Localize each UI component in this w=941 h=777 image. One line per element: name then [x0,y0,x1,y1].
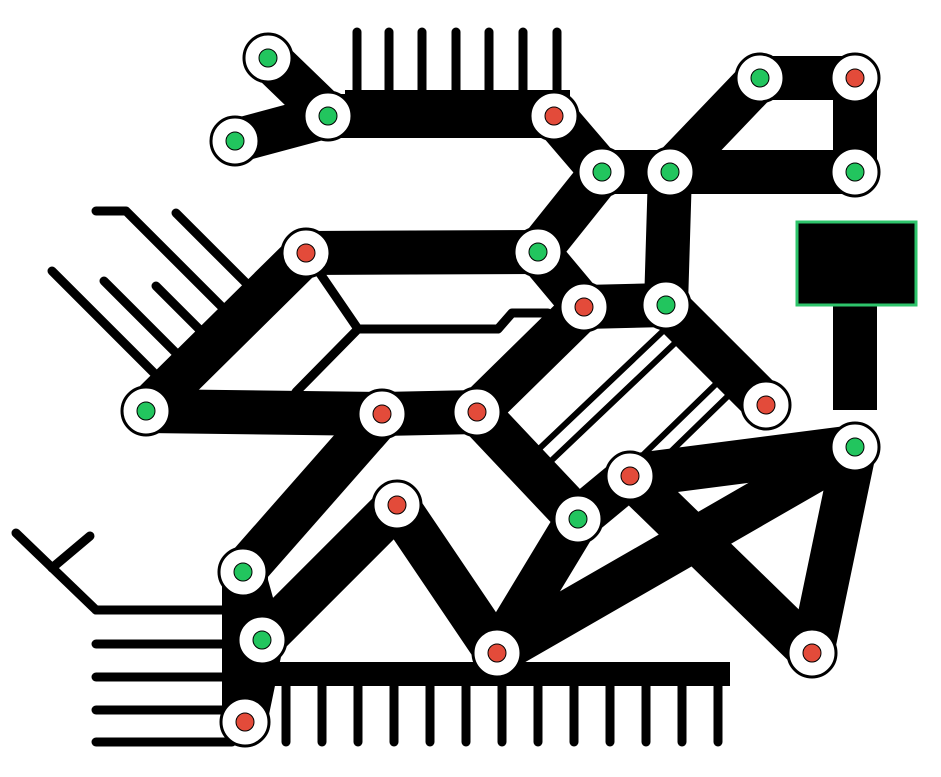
status-dot-fault [467,402,487,422]
status-dot-fault [574,297,594,317]
status-dot-fault [235,712,255,732]
node-n14[interactable] [640,279,692,331]
node-n8[interactable] [644,146,696,198]
status-dot-active [318,106,338,126]
right-feed [833,300,877,410]
node-n4[interactable] [528,90,580,142]
status-dot-fault [487,643,507,663]
status-dot-fault [845,68,865,88]
status-dot-active [568,509,588,529]
node-layer [120,32,881,748]
node-n1[interactable] [209,115,261,167]
status-dot-fault [620,466,640,486]
status-dot-active [656,295,676,315]
status-dot-fault [544,106,564,126]
upper-left-trace [171,208,257,294]
status-dot-fault [387,495,407,515]
status-dot-active [252,630,272,650]
status-dot-active [136,401,156,421]
component-block[interactable] [795,220,918,307]
left-trace [11,528,237,615]
status-dot-fault [296,243,316,263]
node-n17[interactable] [451,386,503,438]
status-dot-active [528,242,548,262]
node-n15[interactable] [740,379,792,431]
node-n11[interactable] [512,226,564,278]
link-n10-n13 [124,231,328,433]
upper-left-trace [99,276,193,370]
status-dot-active [225,131,245,151]
node-n21[interactable] [217,546,269,598]
node-n5[interactable] [734,52,786,104]
node-n23[interactable] [552,493,604,545]
node-n19[interactable] [604,450,656,502]
status-dot-active [233,562,253,582]
node-n12[interactable] [558,281,610,333]
node-n2[interactable] [242,32,294,84]
status-dot-active [660,162,680,182]
rail [641,381,719,457]
inner-trace [291,324,363,397]
component-layer [795,220,918,307]
status-dot-fault [802,643,822,663]
node-n3[interactable] [302,90,354,142]
node-n26[interactable] [219,696,271,748]
inner-trace [301,248,553,334]
node-n10[interactable] [280,227,332,279]
status-dot-active [258,48,278,68]
node-n7[interactable] [576,146,628,198]
node-n22[interactable] [236,614,288,666]
status-dot-active [592,162,612,182]
node-n24[interactable] [471,627,523,679]
link-n13-n16 [124,389,404,436]
status-dot-active [750,68,770,88]
node-n6[interactable] [829,52,881,104]
node-n20[interactable] [371,479,423,531]
link-n18-n25 [790,425,877,675]
link-n16-n21 [221,392,404,594]
rail [537,329,665,451]
status-dot-fault [756,395,776,415]
status-dot-fault [372,404,392,424]
link-n20-n24 [375,483,519,675]
link-n22-n20 [240,483,419,662]
upper-left-trace [47,266,173,392]
left-trace-stub [47,531,95,573]
link-n10-n11 [284,230,560,275]
link-n24-n18 [475,425,877,675]
upper-left-trace [91,206,251,336]
status-dot-active [845,437,865,457]
node-n13[interactable] [120,385,172,437]
node-n18[interactable] [829,421,881,473]
status-dot-active [845,162,865,182]
node-n16[interactable] [356,388,408,440]
node-n9[interactable] [829,146,881,198]
link-n19-n25 [608,454,834,675]
rail [549,341,677,463]
node-n25[interactable] [786,627,838,679]
